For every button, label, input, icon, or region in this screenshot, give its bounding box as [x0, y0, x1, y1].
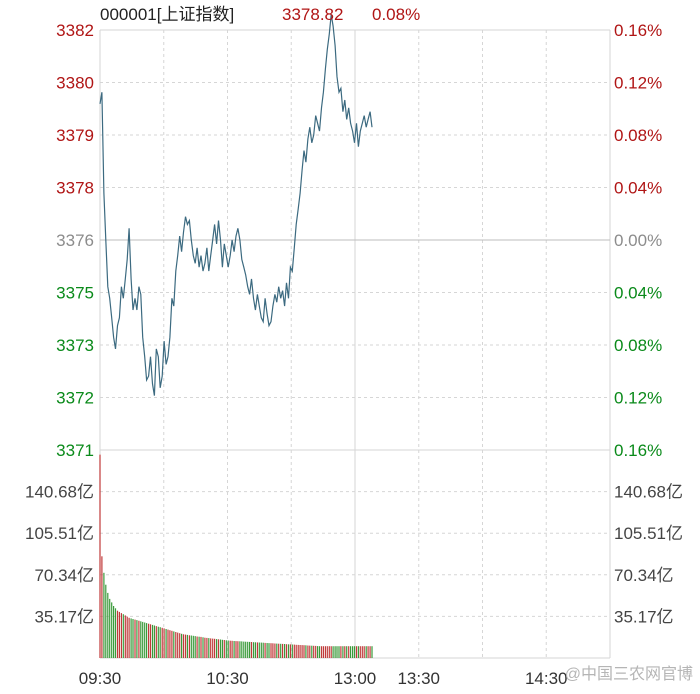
- price-tick-left: 3373: [56, 336, 94, 355]
- time-tick: 13:30: [397, 669, 440, 688]
- price-tick-left: 3375: [56, 284, 94, 303]
- volume-tick-left: 70.34亿: [34, 566, 94, 585]
- volume-tick-right: 35.17亿: [614, 607, 674, 626]
- pct-tick-right: 0.04%: [614, 284, 662, 303]
- time-tick: 14:30: [525, 669, 568, 688]
- volume-tick-left: 140.68亿: [25, 483, 94, 502]
- price-line: [99, 14, 373, 396]
- right-y-axis: 0.16% 0.12% 0.08% 0.04% 0.00% 0.04% 0.08% 0.12%…: [614, 21, 662, 460]
- watermark: @中国三农网官博: [565, 665, 693, 683]
- index-price: 3378.82: [282, 5, 343, 24]
- price-tick-left: 3379: [56, 126, 94, 145]
- volume-tick-right: 140.68亿: [614, 483, 683, 502]
- price-tick-left: 3382: [56, 21, 94, 40]
- volume-axis: 140.68亿 140.68亿 105.51亿 105.51亿 70.34亿 70.34亿…: [25, 483, 683, 627]
- chart-grid: [99, 29, 611, 659]
- volume-tick-right: 105.51亿: [614, 524, 683, 543]
- time-tick: 09:30: [79, 669, 122, 688]
- price-tick-left: 3378: [56, 179, 94, 198]
- pct-tick-right: 0.16%: [614, 441, 662, 460]
- time-axis: 09:30 10:30 13:00 13:30 14:30: [79, 669, 568, 688]
- price-tick-left: 3372: [56, 389, 94, 408]
- price-tick-left: 3380: [56, 74, 94, 93]
- volume-tick-left: 35.17亿: [34, 607, 94, 626]
- volume-bars: [99, 454, 373, 658]
- left-y-axis: 3382 3380 3379 3378 3376 3375 3373 3372 3371: [56, 21, 94, 460]
- index-change-pct: 0.08%: [372, 5, 420, 24]
- pct-tick-right: 0.04%: [614, 179, 662, 198]
- volume-tick-left: 105.51亿: [25, 524, 94, 543]
- pct-tick-right: 0.12%: [614, 74, 662, 93]
- pct-tick-right: 0.00%: [614, 231, 662, 250]
- pct-tick-right: 0.08%: [614, 126, 662, 145]
- time-tick: 13:00: [334, 669, 377, 688]
- pct-tick-right: 0.12%: [614, 389, 662, 408]
- price-tick-left: 3376: [56, 231, 94, 250]
- index-name: 000001[上证指数]: [100, 5, 234, 24]
- pct-tick-right: 0.08%: [614, 336, 662, 355]
- price-tick-left: 3371: [56, 441, 94, 460]
- volume-tick-right: 70.34亿: [614, 566, 674, 585]
- time-tick: 10:30: [206, 669, 249, 688]
- pct-tick-right: 0.16%: [614, 21, 662, 40]
